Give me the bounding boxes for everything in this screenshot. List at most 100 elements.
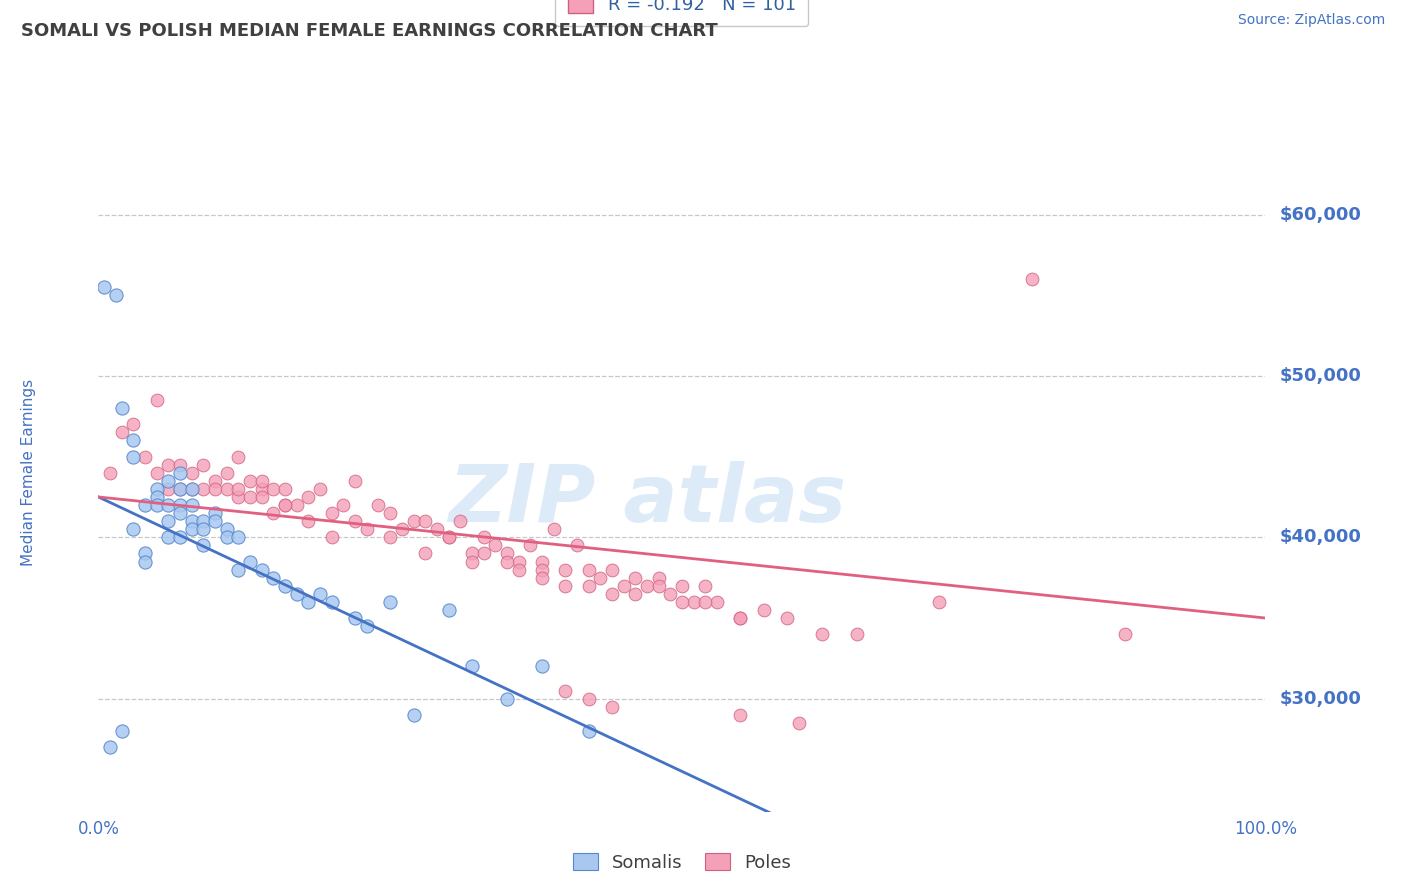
Point <box>193 522 215 536</box>
Point <box>554 563 576 577</box>
Point <box>344 514 367 528</box>
Point <box>554 579 576 593</box>
Point <box>1114 627 1136 641</box>
Point <box>437 530 460 544</box>
Point <box>274 579 297 593</box>
Point <box>578 691 600 706</box>
Point <box>437 530 460 544</box>
Point <box>297 514 319 528</box>
Point <box>215 482 238 496</box>
Point <box>624 587 647 601</box>
Point <box>169 482 191 496</box>
Point <box>228 482 250 496</box>
Point <box>356 619 378 633</box>
Point <box>98 740 121 755</box>
Point <box>180 482 202 496</box>
Point <box>93 280 115 294</box>
Point <box>413 514 436 528</box>
Point <box>169 498 191 512</box>
Point <box>402 514 425 528</box>
Point <box>402 707 425 722</box>
Point <box>228 530 250 544</box>
Point <box>787 715 810 730</box>
Point <box>461 555 484 569</box>
Point <box>146 393 169 408</box>
Point <box>180 466 202 480</box>
Point <box>472 530 495 544</box>
Text: ZIP atlas: ZIP atlas <box>449 461 846 539</box>
Point <box>1021 272 1043 286</box>
Point <box>180 514 202 528</box>
Point <box>612 579 634 593</box>
Point <box>193 458 215 472</box>
Point <box>215 466 238 480</box>
Point <box>624 571 647 585</box>
Point <box>449 514 471 528</box>
Point <box>204 482 226 496</box>
Point <box>122 434 145 448</box>
Point <box>250 482 273 496</box>
Point <box>262 482 284 496</box>
Point <box>730 611 752 625</box>
Point <box>378 506 402 520</box>
Point <box>157 474 180 488</box>
Point <box>495 691 517 706</box>
Point <box>344 474 367 488</box>
Point <box>193 538 215 552</box>
Point <box>193 482 215 496</box>
Point <box>169 506 191 520</box>
Point <box>671 579 693 593</box>
Point <box>543 522 565 536</box>
Point <box>239 555 262 569</box>
Point <box>122 522 145 536</box>
Point <box>321 530 343 544</box>
Point <box>378 595 402 609</box>
Point <box>391 522 413 536</box>
Point <box>262 571 284 585</box>
Point <box>811 627 834 641</box>
Text: Median Female Earnings: Median Female Earnings <box>21 379 37 566</box>
Point <box>845 627 868 641</box>
Point <box>98 466 121 480</box>
Point <box>169 530 191 544</box>
Point <box>332 498 354 512</box>
Point <box>180 522 202 536</box>
Point <box>146 490 169 504</box>
Point <box>157 498 180 512</box>
Point <box>193 514 215 528</box>
Point <box>413 546 436 560</box>
Point <box>285 498 308 512</box>
Point <box>157 530 180 544</box>
Point <box>600 699 623 714</box>
Point <box>228 450 250 464</box>
Point <box>215 522 238 536</box>
Text: $50,000: $50,000 <box>1279 367 1361 385</box>
Point <box>589 571 612 585</box>
Point <box>578 563 600 577</box>
Point <box>157 514 180 528</box>
Point <box>169 466 191 480</box>
Point <box>122 450 145 464</box>
Point <box>508 555 530 569</box>
Point <box>250 474 273 488</box>
Point <box>671 595 693 609</box>
Point <box>530 555 553 569</box>
Point <box>204 506 226 520</box>
Point <box>321 506 343 520</box>
Point <box>636 579 658 593</box>
Point <box>928 595 950 609</box>
Point <box>600 587 623 601</box>
Point <box>426 522 449 536</box>
Point <box>752 603 775 617</box>
Point <box>215 530 238 544</box>
Point <box>530 563 553 577</box>
Point <box>180 482 202 496</box>
Point <box>519 538 541 552</box>
Point <box>157 482 180 496</box>
Point <box>134 498 156 512</box>
Point <box>250 563 273 577</box>
Point <box>600 563 623 577</box>
Point <box>309 482 332 496</box>
Legend: Somalis, Poles: Somalis, Poles <box>564 845 800 880</box>
Point <box>647 579 669 593</box>
